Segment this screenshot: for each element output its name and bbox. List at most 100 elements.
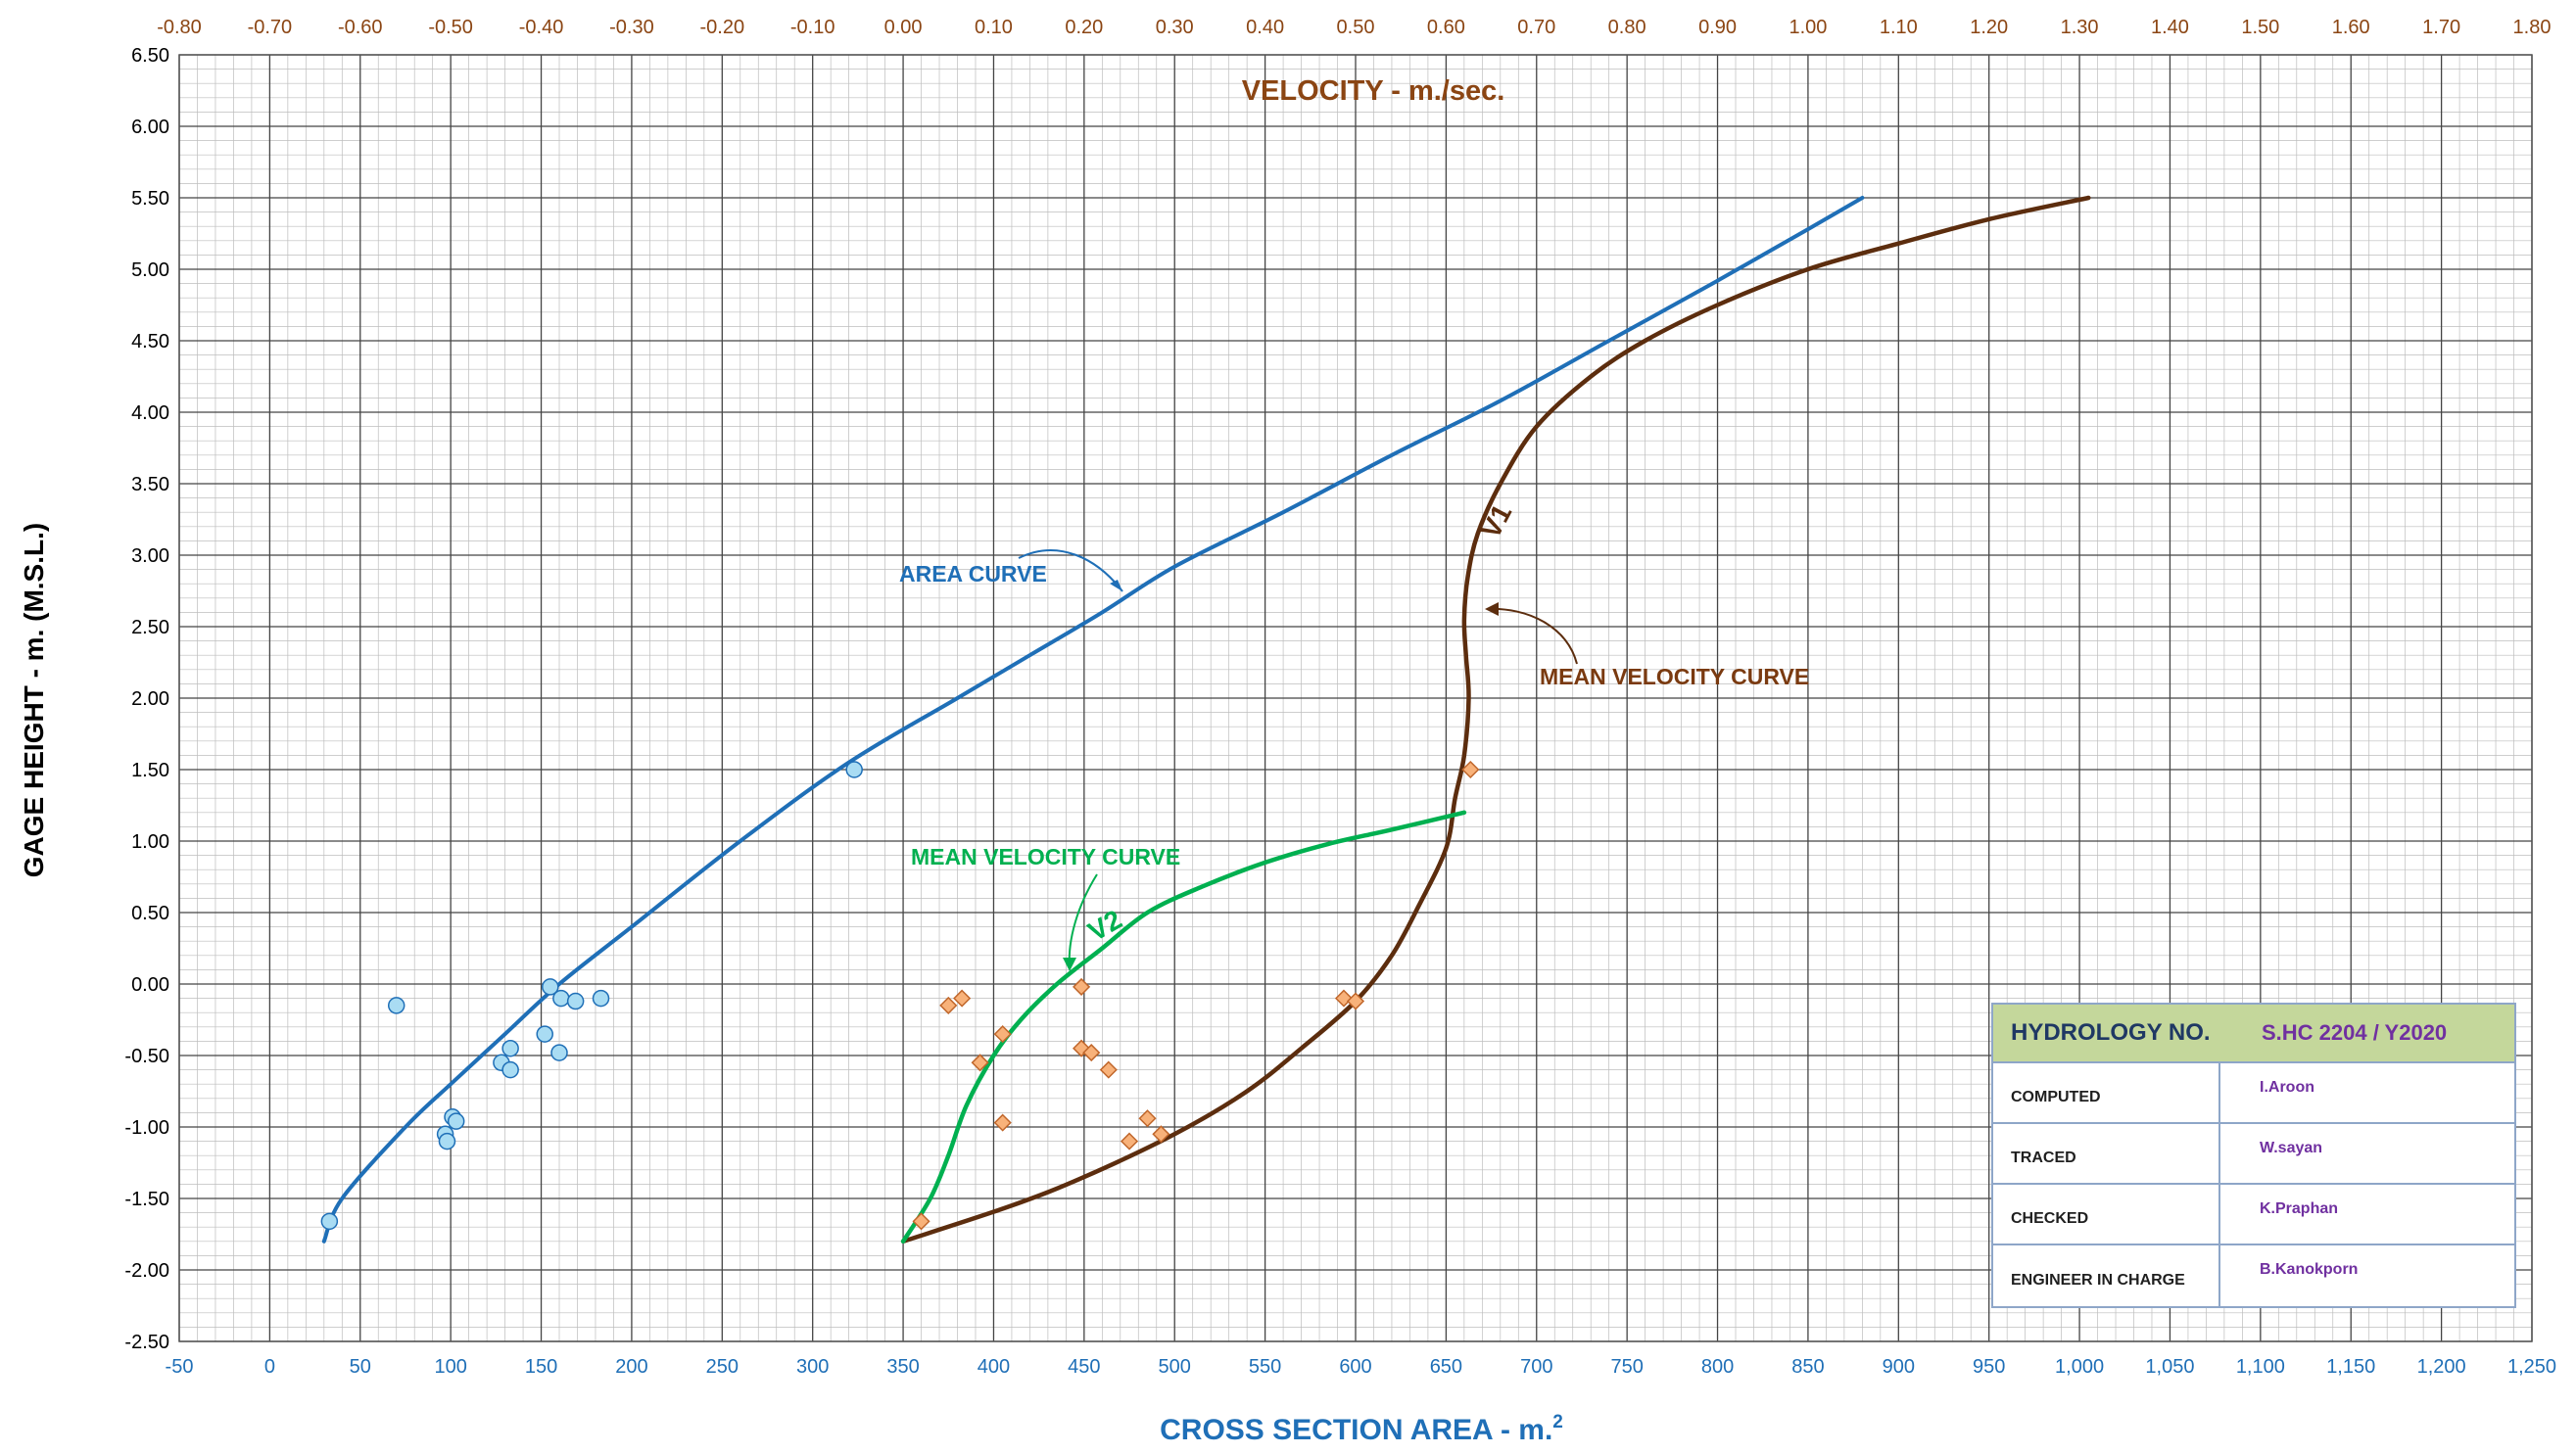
x2-tick-label: 0.00: [884, 17, 923, 38]
area-curve-arrow: [1018, 549, 1123, 592]
area-data-point: [566, 992, 585, 1010]
area-data-point: [845, 761, 863, 778]
y-tick-label: 2.50: [131, 617, 169, 638]
x-tick-label: 1,200: [2417, 1356, 2466, 1378]
y-tick-label: 0.00: [131, 974, 169, 996]
x2-tick-label: 0.50: [1337, 17, 1375, 38]
area-curve-arrowhead: [1110, 580, 1122, 591]
area-data-point: [592, 989, 610, 1008]
info-row-label: COMPUTED: [1993, 1063, 2220, 1122]
plot-frame: [178, 54, 2533, 1342]
velocity-data-point: [993, 1025, 1012, 1044]
v1-mean-arrowhead: [1485, 602, 1499, 616]
area-data-point: [438, 1132, 456, 1150]
x2-tick-label: 1.60: [2332, 17, 2370, 38]
info-row-value: W.sayan: [2260, 1140, 2323, 1156]
x-tick-label: -50: [166, 1356, 194, 1378]
points-layer: [320, 760, 1480, 1231]
x-axis-title: CROSS SECTION AREA - m.2: [1160, 1412, 1563, 1446]
x-tick-label: 800: [1701, 1356, 1734, 1378]
major-grid: [178, 54, 2533, 1342]
v1-tag: V1: [1475, 499, 1517, 543]
y-tick-label: 2.00: [131, 688, 169, 710]
velocity-data-point: [912, 1212, 930, 1231]
x2-tick-label: 0.80: [1608, 17, 1646, 38]
x-tick-label: 300: [796, 1356, 829, 1378]
hydrology-label: HYDROLOGY NO.: [2011, 1019, 2211, 1046]
x-tick-label: 850: [1791, 1356, 1824, 1378]
v2-mean-arrowhead: [1063, 958, 1076, 971]
area-data-point: [387, 997, 405, 1014]
y-tick-label: 4.50: [131, 331, 169, 352]
info-row-label: ENGINEER IN CHARGE: [1993, 1245, 2220, 1306]
x-tick-label: 400: [978, 1356, 1010, 1378]
x-tick-label: 550: [1249, 1356, 1281, 1378]
x2-tick-label: 1.50: [2241, 17, 2279, 38]
y-tick-label: 6.00: [131, 117, 169, 138]
x2-tick-label: 0.30: [1156, 17, 1194, 38]
area-data-point: [550, 1044, 568, 1061]
velocity-data-point: [993, 1113, 1012, 1132]
velocity-data-point: [939, 996, 958, 1014]
v2-mean-velocity-label: MEAN VELOCITY CURVE: [911, 844, 1180, 869]
x2-tick-label: 1.20: [1970, 17, 2008, 38]
x-tick-label: 1,150: [2326, 1356, 2375, 1378]
v1-mean-arrow: [1486, 607, 1578, 665]
area-data-point: [320, 1212, 339, 1231]
info-row-label: TRACED: [1993, 1124, 2220, 1183]
area-data-point: [501, 1060, 519, 1079]
velocity-data-point: [1099, 1060, 1118, 1079]
info-header: HYDROLOGY NO. S.HC 2204 / Y2020: [1993, 1005, 2514, 1063]
area-data-point: [542, 978, 559, 996]
x2-tick-label: 0.60: [1427, 17, 1465, 38]
info-row-engineer: ENGINEER IN CHARGE B.Kanokporn: [1993, 1245, 2514, 1306]
x2-tick-label: -0.40: [519, 17, 564, 38]
y-tick-label: -2.50: [124, 1332, 169, 1353]
area-data-point: [447, 1112, 465, 1130]
area-curve-label: AREA CURVE: [899, 561, 1047, 587]
y-tick-label: 3.00: [131, 545, 169, 567]
v2-line: [900, 810, 1467, 1244]
x-axis-ticks: -50 0 50 100 150 200 250 300 350 400 450 500 550 600 6…: [166, 1356, 2556, 1378]
x2-tick-label: 1.30: [2061, 17, 2099, 38]
y-tick-label: 1.50: [131, 760, 169, 781]
y-axis-title: GAGE HEIGHT - m. (M.S.L.): [19, 523, 49, 877]
info-row-computed: COMPUTED I.Aroon: [1993, 1063, 2514, 1124]
chart-title: VELOCITY - m./sec.: [1242, 75, 1505, 107]
velocity-data-point: [1152, 1125, 1170, 1144]
hydrology-number: S.HC 2204 / Y2020: [2262, 1020, 2448, 1045]
y-tick-label: 0.50: [131, 903, 169, 924]
x-tick-label: 50: [350, 1356, 371, 1378]
x-tick-label: 1,050: [2145, 1356, 2194, 1378]
x-tick-label: 200: [615, 1356, 647, 1378]
x-tick-label: 1,100: [2236, 1356, 2285, 1378]
velocity-data-point: [1073, 977, 1091, 996]
x-tick-label: 150: [525, 1356, 557, 1378]
x-tick-label: 100: [434, 1356, 466, 1378]
x2-tick-label: -0.20: [700, 17, 745, 38]
velocity-data-point: [1346, 992, 1365, 1010]
x-tick-label: 500: [1159, 1356, 1191, 1378]
y-tick-label: -1.00: [124, 1117, 169, 1139]
x-tick-label: 900: [1883, 1356, 1915, 1378]
x-tick-label: 450: [1068, 1356, 1100, 1378]
x-tick-label: 0: [264, 1356, 275, 1378]
x-tick-label: 700: [1520, 1356, 1552, 1378]
x2-tick-label: 1.80: [2513, 17, 2552, 38]
x-tick-label: 600: [1339, 1356, 1371, 1378]
x-tick-label: 650: [1430, 1356, 1462, 1378]
x2-tick-label: -0.10: [790, 17, 835, 38]
x2-tick-label: -0.70: [248, 17, 293, 38]
y-tick-label: 3.50: [131, 474, 169, 495]
x2-axis-ticks: -0.80 -0.70 -0.60 -0.50 -0.40 -0.30 -0.20 -0.10…: [157, 17, 2551, 38]
info-row-checked: CHECKED K.Praphan: [1993, 1185, 2514, 1245]
info-row-value: I.Aroon: [2260, 1079, 2314, 1096]
series-layer: [321, 195, 2091, 1244]
x-tick-label: 750: [1610, 1356, 1643, 1378]
velocity-data-point: [1082, 1044, 1101, 1062]
y-tick-label: 4.00: [131, 402, 169, 424]
x-tick-label: 1,000: [2055, 1356, 2104, 1378]
velocity-data-point: [971, 1054, 989, 1072]
x-tick-label: 350: [886, 1356, 919, 1378]
y-tick-label: 5.00: [131, 259, 169, 281]
